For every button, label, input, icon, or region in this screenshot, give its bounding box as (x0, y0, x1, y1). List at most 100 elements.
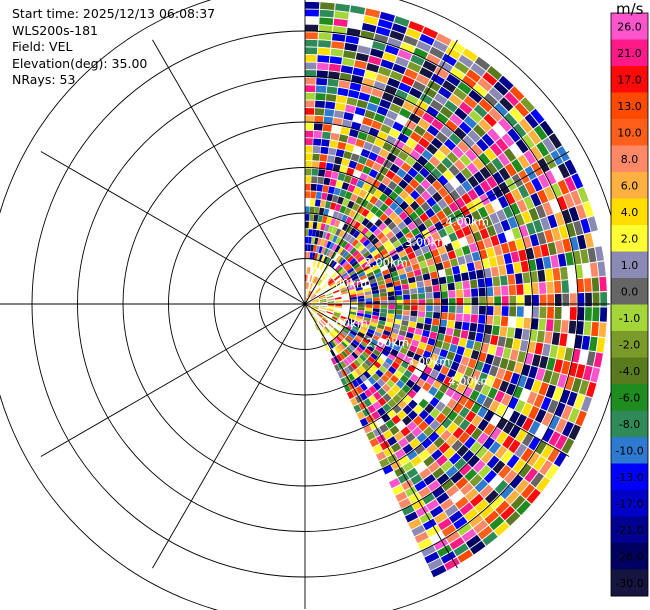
range-gate-cell (531, 379, 542, 393)
range-gate-cell (369, 224, 378, 233)
range-gate-cell (357, 304, 365, 308)
range-gate-cell (516, 199, 528, 213)
colorbar-swatch (611, 490, 648, 517)
range-gate-cell (511, 227, 522, 240)
range-gate-cell (416, 40, 432, 53)
range-gate-cell (401, 226, 411, 236)
range-gate-cell (525, 222, 536, 235)
range-gate-cell (385, 282, 394, 288)
range-gate-cell (430, 248, 440, 258)
range-gate-cell (368, 385, 377, 395)
range-gate-cell (371, 315, 379, 320)
range-gate-cell (357, 45, 371, 55)
range-gate-cell (415, 505, 429, 517)
range-gate-cell (352, 67, 366, 77)
range-gate-cell (320, 238, 326, 247)
range-gate-cell (425, 292, 433, 299)
range-gate-cell (394, 16, 410, 27)
range-gate-cell (521, 402, 533, 417)
colorbar-tick-label: -26.0 (615, 550, 643, 563)
range-gate-cell (406, 421, 418, 432)
range-gate-cell (305, 115, 314, 123)
range-gate-cell (427, 80, 441, 92)
range-gate-cell (584, 307, 592, 321)
range-gate-cell (318, 294, 326, 299)
range-gate-cell (483, 113, 497, 127)
range-gate-cell (317, 176, 325, 185)
range-gate-cell (327, 278, 334, 285)
range-gate-cell (481, 450, 494, 464)
range-gate-cell (423, 251, 433, 260)
range-gate-cell (438, 60, 453, 73)
range-gate-cell (317, 215, 323, 223)
range-gate-cell (328, 233, 335, 242)
range-gate-cell (470, 402, 482, 414)
range-gate-cell (465, 488, 479, 502)
range-gate-cell (366, 431, 376, 441)
range-gate-cell (309, 275, 313, 282)
range-gate-cell (448, 298, 456, 306)
range-gate-cell (353, 359, 361, 368)
range-gate-cell (320, 200, 326, 208)
colorbar-tick-label: -17.0 (615, 497, 643, 510)
range-gate-cell (454, 458, 467, 471)
range-gate-cell (415, 275, 423, 282)
range-gate-cell (426, 305, 433, 312)
range-gate-cell (310, 293, 316, 299)
range-gate-cell (316, 253, 321, 261)
range-gate-cell (367, 275, 376, 281)
range-gate-cell (360, 247, 368, 255)
range-gate-cell (351, 239, 359, 247)
range-gate-cell (392, 96, 405, 107)
range-gate-cell (402, 260, 411, 268)
range-gate-cell (354, 336, 362, 344)
range-gate-cell (337, 370, 344, 379)
range-gate-cell (517, 184, 530, 199)
range-gate-cell (526, 451, 540, 467)
range-gate-cell (467, 331, 476, 341)
range-gate-cell (421, 245, 430, 254)
range-gate-cell (323, 239, 329, 248)
range-gate-cell (348, 316, 356, 321)
range-gate-cell (544, 186, 556, 201)
range-gate-cell (371, 264, 380, 271)
range-gate-cell (365, 242, 374, 250)
range-gate-cell (508, 284, 516, 296)
range-gate-cell (398, 455, 410, 466)
range-gate-cell (481, 363, 492, 374)
range-gate-cell (317, 47, 331, 56)
range-gate-cell (481, 258, 490, 269)
range-gate-cell (548, 431, 561, 447)
range-gate-cell (554, 293, 562, 306)
range-gate-cell (446, 275, 454, 284)
range-gate-cell (361, 227, 369, 236)
range-gate-cell (398, 236, 408, 245)
range-gate-cell (322, 124, 332, 132)
range-gate-cell (508, 439, 521, 454)
range-gate-cell (473, 104, 488, 118)
range-gate-cell (309, 310, 314, 316)
range-gate-cell (397, 365, 407, 374)
range-gate-cell (426, 499, 440, 511)
range-gate-cell (394, 314, 402, 320)
range-gate-cell (406, 449, 418, 461)
range-gate-cell (426, 106, 439, 118)
range-gate-cell (454, 321, 463, 330)
range-gate-cell (503, 469, 518, 484)
range-gate-cell (376, 276, 384, 282)
range-gate-cell (315, 85, 327, 93)
range-gate-cell (440, 125, 453, 138)
range-gate-cell (347, 200, 355, 209)
range-gate-cell (337, 172, 346, 182)
range-gate-cell (366, 271, 374, 278)
range-gate-cell (570, 190, 582, 206)
range-gate-cell (498, 167, 511, 181)
range-gate-cell (353, 263, 361, 270)
range-gate-cell (595, 246, 604, 262)
range-gate-cell (453, 516, 468, 530)
range-gate-cell (312, 153, 320, 161)
range-gate-cell (462, 322, 470, 331)
colorbar-swatch (611, 251, 648, 279)
range-gate-cell (445, 47, 461, 60)
range-gate-cell (402, 310, 410, 316)
